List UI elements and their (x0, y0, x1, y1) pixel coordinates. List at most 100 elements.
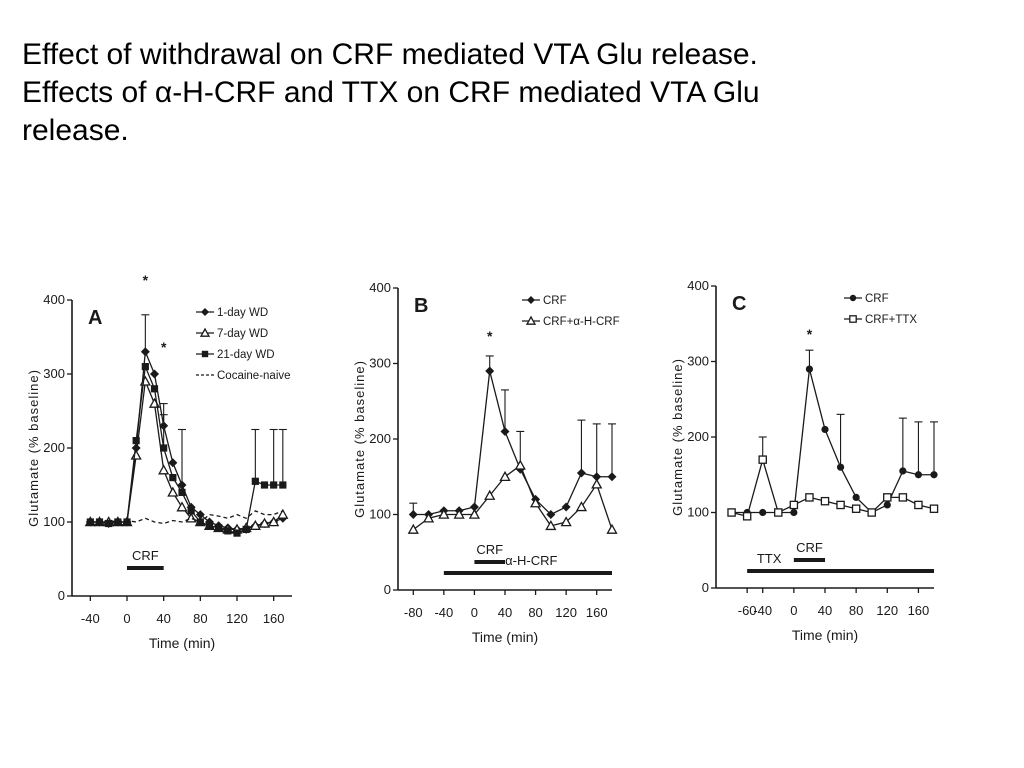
series-line (90, 364, 283, 534)
data-point (930, 471, 938, 479)
legend-entry: CRF+TTX (844, 314, 917, 326)
data-point (914, 471, 923, 479)
y-tick-label: 200 (43, 440, 65, 455)
x-axis-label: Time (min) (792, 627, 858, 643)
x-tick-label: 120 (226, 611, 248, 626)
treatment-bar-label: CRF (132, 548, 159, 563)
data-point (260, 481, 269, 489)
data-point (160, 444, 168, 452)
data-point (606, 523, 618, 534)
data-point (205, 522, 214, 530)
x-tick-label: 0 (471, 605, 478, 620)
data-point (883, 501, 891, 509)
data-point (141, 363, 149, 371)
x-tick-label: 120 (555, 605, 577, 620)
legend-label: 7-day WD (217, 328, 268, 340)
x-tick-label: -80 (404, 605, 423, 620)
data-point (279, 481, 287, 489)
data-point (140, 347, 150, 357)
panel-label: B (414, 295, 428, 317)
data-point (167, 486, 179, 497)
x-tick-label: 160 (908, 603, 930, 618)
panel-label: A (88, 307, 102, 329)
data-point (820, 496, 830, 506)
data-point (176, 501, 188, 512)
data-point (836, 500, 845, 510)
panel-a: 0 100 200 300 400 -40 0 40 80 120 160 Time (min) Glu… (26, 272, 292, 651)
x-tick-label: 80 (193, 611, 207, 626)
data-point (195, 510, 205, 520)
y-tick-label: 300 (687, 354, 709, 369)
data-point (789, 500, 799, 510)
data-point (158, 464, 170, 475)
data-point (546, 510, 556, 519)
series-7-day-wd (84, 375, 289, 534)
x-tick-label: -60 (738, 603, 757, 618)
data-point (438, 508, 450, 519)
data-point (484, 489, 496, 500)
x-tick-label: 80 (528, 605, 542, 620)
legend-entry: CRF (844, 293, 889, 305)
series-line (731, 368, 934, 514)
significance-marker: * (487, 328, 493, 344)
data-point (268, 516, 280, 527)
y-tick-label: 0 (58, 588, 65, 603)
data-point (576, 468, 586, 478)
series-line (90, 378, 284, 531)
data-point (561, 502, 571, 512)
data-point (468, 508, 481, 519)
y-axis-label: Glutamate (% baseline) (352, 360, 367, 518)
data-point (851, 504, 861, 513)
x-tick-label: 0 (123, 611, 130, 626)
legend-marker (201, 350, 209, 358)
legend-marker (199, 327, 211, 337)
y-tick-label: 100 (687, 505, 709, 520)
significance-marker: * (143, 272, 149, 288)
data-point (500, 426, 510, 436)
x-tick-label: 80 (849, 603, 863, 618)
legend-entry: 1-day WD (196, 307, 268, 319)
data-point (790, 508, 798, 517)
data-point (727, 508, 736, 517)
series-crf (408, 355, 617, 519)
y-axis-label: Glutamate (% baseline) (26, 369, 41, 527)
data-point (852, 493, 860, 501)
y-tick-label: 0 (702, 580, 709, 595)
data-point (836, 463, 845, 471)
y-tick-label: 400 (369, 280, 391, 295)
data-point (150, 385, 159, 393)
legend-entry: Cocaine-naive (196, 370, 291, 382)
x-tick-label: 40 (156, 611, 170, 626)
data-point (224, 527, 232, 535)
y-tick-label: 200 (369, 431, 391, 446)
data-point (805, 365, 814, 373)
data-point (560, 516, 572, 527)
data-point (86, 518, 94, 526)
legend-marker (849, 315, 857, 323)
data-point (591, 478, 603, 489)
y-tick-label: 100 (369, 507, 391, 522)
x-tick-label: -40 (753, 603, 772, 618)
data-point (422, 512, 435, 523)
series-crf-ttx (727, 436, 939, 521)
data-point (453, 508, 465, 519)
y-axis-label: Glutamate (% baseline) (670, 358, 685, 516)
data-point (150, 369, 159, 379)
significance-marker: * (161, 339, 167, 355)
data-point (821, 425, 829, 434)
data-point (270, 481, 278, 489)
legend-entry: CRF (522, 295, 567, 307)
data-point (105, 519, 113, 528)
x-tick-label: 160 (263, 611, 285, 626)
data-point (251, 477, 259, 485)
data-point (408, 510, 418, 519)
slide-title: Effect of withdrawal on CRF mediated VTA… (22, 36, 1012, 150)
data-point (242, 525, 250, 533)
data-point (168, 458, 178, 468)
panel-label: C (732, 293, 746, 315)
legend-label: CRF (543, 295, 567, 307)
y-tick-label: 200 (687, 429, 709, 444)
title-line-2: Effects of α-H-CRF and TTX on CRF mediat… (22, 76, 760, 109)
data-point (407, 523, 419, 534)
legend-marker (525, 315, 537, 325)
